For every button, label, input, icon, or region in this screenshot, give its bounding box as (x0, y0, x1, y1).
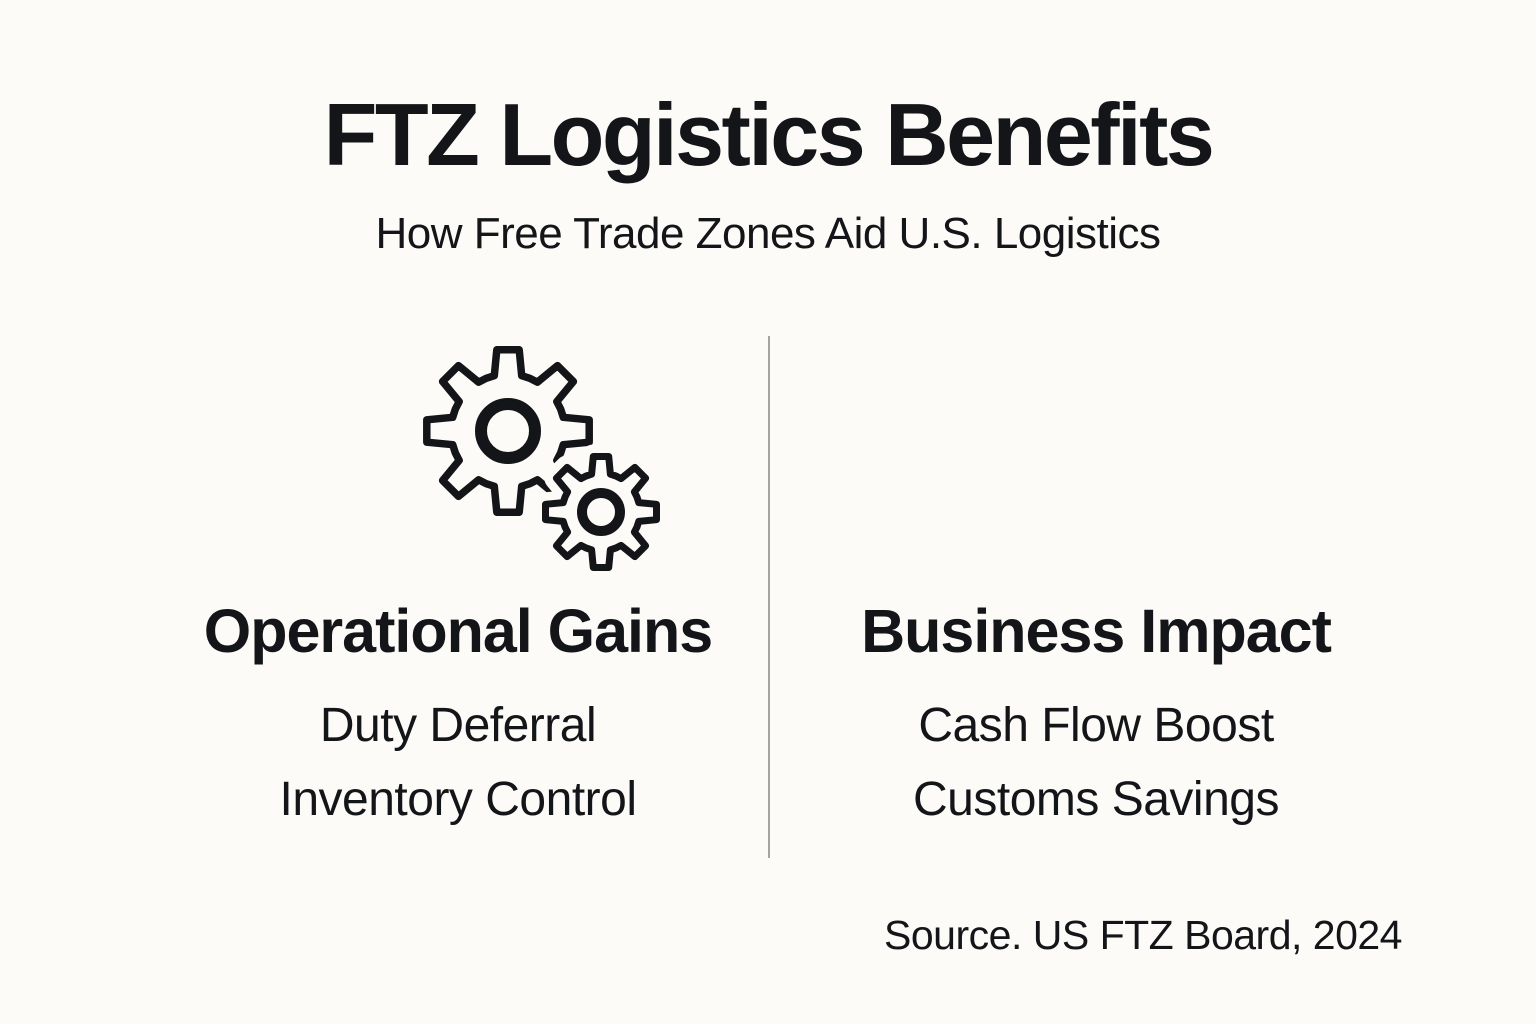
page-title: FTZ Logistics Benefits (323, 85, 1215, 184)
small-gear-hub (577, 488, 625, 536)
small-gear (542, 453, 660, 571)
column-divider (768, 336, 770, 858)
column-heading-right: Business Impact (861, 597, 1332, 665)
benefit-item: Cash Flow Boost (918, 699, 1274, 752)
benefit-item: Duty Deferral (319, 699, 597, 752)
column-heading-left: Operational Gains (203, 597, 713, 665)
benefit-item: Inventory Control (279, 773, 637, 826)
source-attribution: Source. US FTZ Board, 2024 (884, 912, 1402, 958)
large-gear (423, 346, 593, 516)
page-subtitle: How Free Trade Zones Aid U.S. Logistics (375, 209, 1161, 258)
benefit-item: Customs Savings (913, 773, 1279, 826)
large-gear-hub (475, 398, 541, 464)
gears-icon (423, 346, 669, 580)
